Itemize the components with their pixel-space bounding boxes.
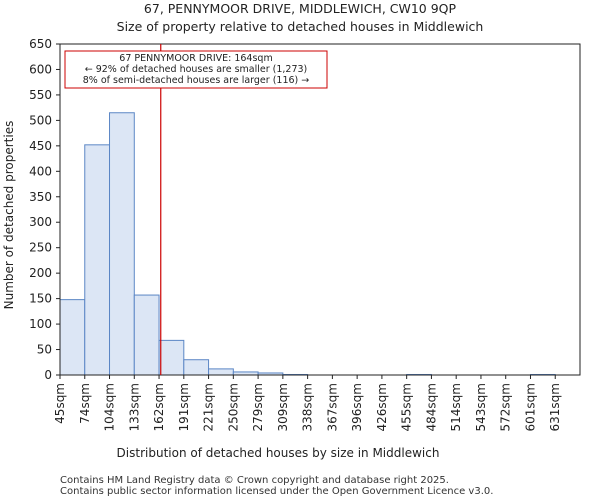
bar-191sqm [183, 359, 210, 376]
x-axis-ticks: 45sqm 74sqm 104sqm 133sqm 162sqm 191sqm 221sqm… [53, 375, 562, 431]
y-tick-label: 400 [29, 164, 52, 178]
x-tick-label: 162sqm [152, 383, 166, 431]
x-tick-label: 221sqm [202, 383, 216, 431]
chart-title: 67, PENNYMOOR DRIVE, MIDDLEWICH, CW10 9Q… [144, 1, 457, 16]
x-tick-label: 191sqm [177, 383, 191, 431]
x-tick-label: 338sqm [301, 383, 315, 431]
x-tick-label: 543sqm [474, 383, 488, 431]
y-tick-label: 500 [29, 113, 52, 127]
x-tick-label: 74sqm [78, 383, 92, 424]
y-tick-label: 450 [29, 139, 52, 153]
y-tick-label: 550 [29, 88, 52, 102]
x-tick-label: 309sqm [276, 383, 290, 431]
x-tick-label: 426sqm [375, 383, 389, 431]
x-tick-label: 133sqm [127, 383, 141, 431]
y-tick-label: 650 [29, 37, 52, 51]
y-tick-label: 600 [29, 62, 52, 76]
annotation-line-3: 8% of semi-detached houses are larger (1… [83, 75, 310, 86]
y-tick-label: 150 [29, 292, 52, 306]
x-tick-label: 367sqm [325, 383, 339, 431]
bars [59, 112, 556, 376]
bar-104sqm [109, 112, 135, 376]
annotation-line-2: ← 92% of detached houses are smaller (1,… [85, 64, 308, 75]
footer-line-2: Contains public sector information licen… [60, 486, 493, 497]
x-tick-label: 104sqm [103, 383, 117, 431]
y-axis-ticks: 0 50 100 150 200 250 300 350 400 450 500 550 600 650 [29, 37, 60, 382]
bar-74sqm [84, 144, 111, 376]
bar-133sqm [133, 294, 160, 376]
y-tick-label: 200 [29, 266, 52, 280]
y-tick-label: 100 [29, 317, 52, 331]
x-tick-label: 45sqm [53, 383, 67, 424]
x-tick-label: 514sqm [449, 383, 463, 431]
y-tick-label: 350 [29, 190, 52, 204]
x-tick-label: 601sqm [523, 383, 537, 431]
y-axis-label: Number of detached properties [2, 121, 16, 310]
x-tick-label: 484sqm [424, 383, 438, 431]
y-tick-label: 300 [29, 215, 52, 229]
y-tick-label: 0 [44, 368, 52, 382]
plot-frame [59, 43, 581, 376]
bar-221sqm [208, 368, 234, 376]
y-tick-label: 50 [37, 343, 52, 357]
x-tick-label: 250sqm [226, 383, 240, 431]
bar-45sqm [59, 299, 86, 376]
x-tick-label: 631sqm [548, 383, 562, 431]
chart-subtitle: Size of property relative to detached ho… [117, 19, 484, 34]
bar-162sqm [158, 339, 185, 376]
annotation-box: 67 PENNYMOOR DRIVE: 164sqm ← 92% of deta… [64, 50, 328, 89]
x-axis-label: Distribution of detached houses by size … [117, 446, 440, 460]
y-tick-label: 250 [29, 241, 52, 255]
x-tick-label: 279sqm [251, 383, 265, 431]
x-tick-label: 396sqm [350, 383, 364, 431]
x-tick-label: 572sqm [499, 383, 513, 431]
annotation-line-1: 67 PENNYMOOR DRIVE: 164sqm [119, 53, 272, 64]
footer-line-1: Contains HM Land Registry data © Crown c… [60, 475, 449, 486]
x-tick-label: 455sqm [400, 383, 414, 431]
